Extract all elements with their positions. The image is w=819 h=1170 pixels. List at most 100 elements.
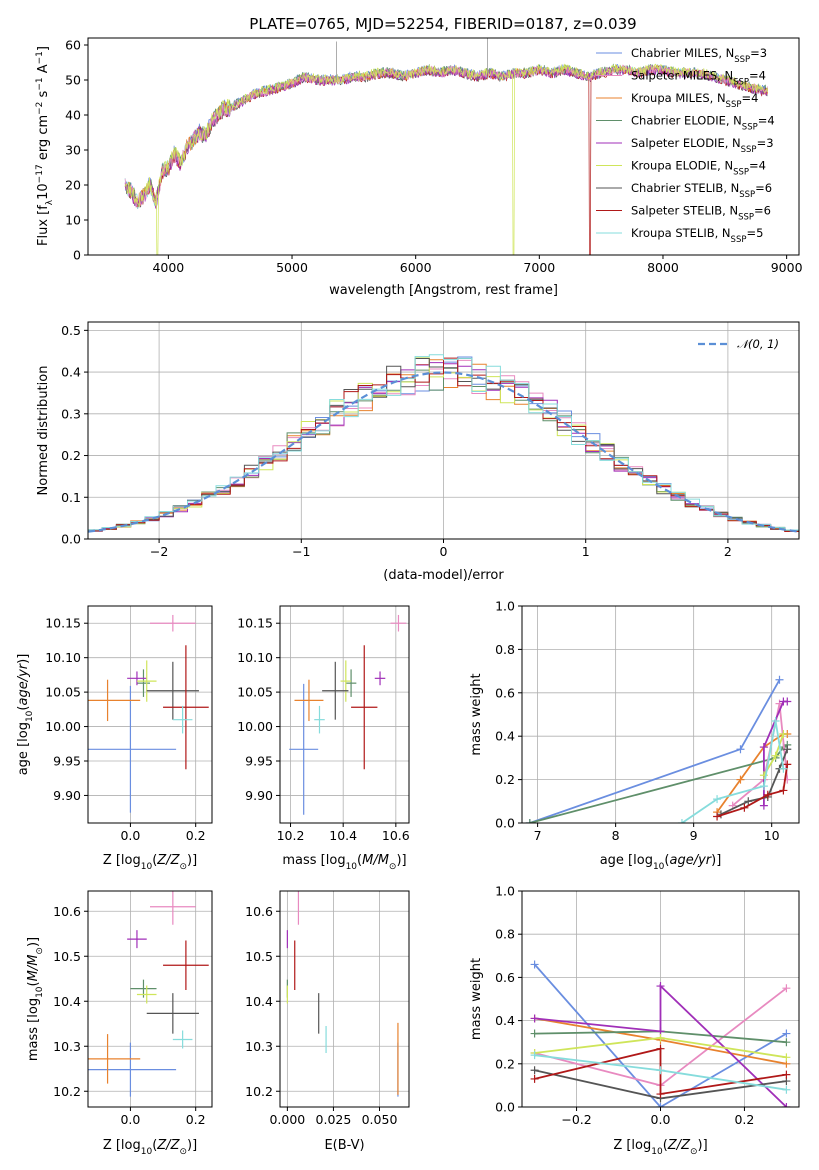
x-tick-label: −0.2 [561, 1112, 591, 1127]
x-tick-label: 2 [724, 544, 732, 559]
y-tick-label: 0.8 [495, 642, 515, 657]
x-axis-label: Z [log10(Z/Z⊙)] [103, 1138, 197, 1157]
x-axis-label: Z [log10(Z/Z⊙)] [613, 1138, 707, 1157]
weight-marker [779, 786, 788, 795]
x-tick-label: −1 [292, 544, 310, 559]
axes-mass-vs-Z: 0.0 0.2 10.2 10.3 10.4 10.5 10.6 Z [log10(Z/Z⊙)… [26, 890, 213, 1157]
weight-marker [525, 819, 534, 823]
weight-marker [530, 960, 539, 969]
x-tick-label: 9 [690, 828, 698, 843]
weight-marker [763, 790, 772, 799]
y-tick-label: 10.10 [237, 650, 273, 665]
x-tick-label: 0.025 [316, 1112, 352, 1127]
errorbar-point [150, 891, 196, 925]
errorbar-point [150, 614, 196, 632]
x-tick-label: 0.2 [186, 1112, 206, 1127]
y-tick-label: 0.0 [495, 1100, 515, 1115]
y-tick-label: 0.4 [495, 729, 515, 744]
y-tick-label: 10.5 [53, 949, 81, 964]
axes-weight-vs-Z: −0.2 0.0 0.2 0.0 0.2 0.4 0.6 0.8 1.0 Z [log10(Z/Z… [469, 884, 800, 1157]
x-tick-label: 0.0 [651, 1112, 671, 1127]
y-tick-label: 10.10 [45, 650, 81, 665]
y-tick-label: 0.5 [61, 323, 81, 338]
errorbar-point [88, 1034, 141, 1084]
x-tick-label: 8000 [647, 260, 679, 275]
x-tick-label: 8 [612, 828, 620, 843]
x-axis-label: wavelength [Angstrom, rest frame] [329, 283, 558, 298]
axes-weight-vs-age: 7 8 9 10 0.0 0.2 0.4 0.6 0.8 1.0 age [log10(age/yr… [469, 599, 800, 872]
x-tick-label: 5000 [276, 260, 308, 275]
y-tick-label: 0.0 [495, 816, 515, 831]
weight-marker [677, 819, 686, 823]
weight-marker [771, 751, 780, 760]
x-tick-label: −2 [150, 544, 168, 559]
errorbars-mass-vs-Z [88, 891, 209, 1097]
axes-spectrum: 4000 5000 6000 7000 8000 9000 0 10 20 30 40 50 60 wav… [35, 37, 803, 298]
weight-marker [656, 982, 665, 991]
x-tick-label: 7 [534, 828, 542, 843]
y-tick-label: 10.2 [53, 1084, 81, 1099]
lines-weight-vs-age [525, 675, 792, 823]
x-tick-label: 10.2 [277, 828, 305, 843]
weight-marker [783, 697, 792, 706]
y-tick-label: 10.4 [245, 994, 273, 1009]
x-axis-label: mass [log10(M/M⊙)] [282, 853, 406, 872]
x-tick-label: 10.4 [329, 828, 357, 843]
hist-bars [88, 354, 799, 534]
y-tick-label: 10.6 [53, 904, 81, 919]
weight-marker [775, 675, 784, 684]
weight-marker [783, 760, 792, 769]
weight-marker [530, 1066, 539, 1075]
legend-label: Salpeter ELODIE, NSSP=3 [631, 136, 774, 155]
weight-marker [779, 764, 788, 773]
weight-marker [782, 1103, 791, 1107]
x-tick-label: 4000 [152, 260, 184, 275]
y-tick-label: 0.1 [61, 490, 81, 505]
y-tick-label: 0.0 [61, 532, 81, 547]
y-axis-label: mass weight [469, 958, 484, 1040]
errorbar-point [172, 705, 193, 734]
y-tick-label: 0.3 [61, 406, 81, 421]
y-tick-label: 10.05 [45, 685, 81, 700]
y-tick-label: 10.15 [237, 616, 273, 631]
axes-frame [279, 890, 410, 1108]
spectrum-lines [124, 38, 768, 255]
axes-residual-hist: −2 −1 0 1 2 0.0 0.1 0.2 0.3 0.4 0.5 (data-model)/er… [36, 321, 800, 583]
errorbar-point [136, 660, 157, 702]
y-tick-label: 0.6 [495, 685, 515, 700]
y-tick-label: 10.15 [45, 616, 81, 631]
weight-marker [759, 743, 768, 752]
weight-line [533, 963, 787, 1107]
weight-marker [782, 984, 791, 993]
y-tick-label: 0.2 [61, 448, 81, 463]
x-tick-label: 7000 [523, 260, 555, 275]
figure-title: PLATE=0765, MJD=52254, FIBERID=0187, z=0… [249, 15, 636, 33]
errorbar-point [127, 930, 147, 949]
x-axis-label: E(B-V) [324, 1138, 364, 1153]
y-tick-label: 0.6 [495, 970, 515, 985]
y-tick-label: 40 [65, 108, 81, 123]
errorbar-point [136, 985, 157, 1004]
y-tick-label: 10.2 [245, 1084, 273, 1099]
weight-line [732, 703, 789, 807]
errorbar-point [88, 1042, 177, 1097]
x-tick-label: 10 [764, 828, 780, 843]
errorbar-point [322, 661, 349, 720]
spectrum-legend: Chabrier MILES, NSSP=3 Salpeter MILES, NS… [596, 46, 775, 245]
weight-marker [782, 1053, 791, 1062]
errorbar-point [345, 669, 357, 697]
errorbar-point [146, 661, 199, 720]
errorbar-point [136, 669, 150, 697]
axes-frame [279, 605, 410, 824]
weight-marker [771, 717, 780, 726]
y-tick-label: 10.05 [237, 685, 273, 700]
weight-marker [656, 1090, 665, 1099]
errorbar-point [374, 671, 386, 686]
axes-age-vs-Z: 0.0 0.2 9.90 9.95 10.00 10.05 10.10 10.15 Z [log… [16, 605, 213, 872]
lines-weight-vs-Z [530, 960, 791, 1107]
y-tick-label: 9.95 [53, 754, 81, 769]
hist-series [88, 357, 799, 534]
legend-label: Salpeter STELIB, NSSP=6 [631, 204, 771, 223]
legend-label: 𝒩(0, 1) [737, 337, 779, 351]
